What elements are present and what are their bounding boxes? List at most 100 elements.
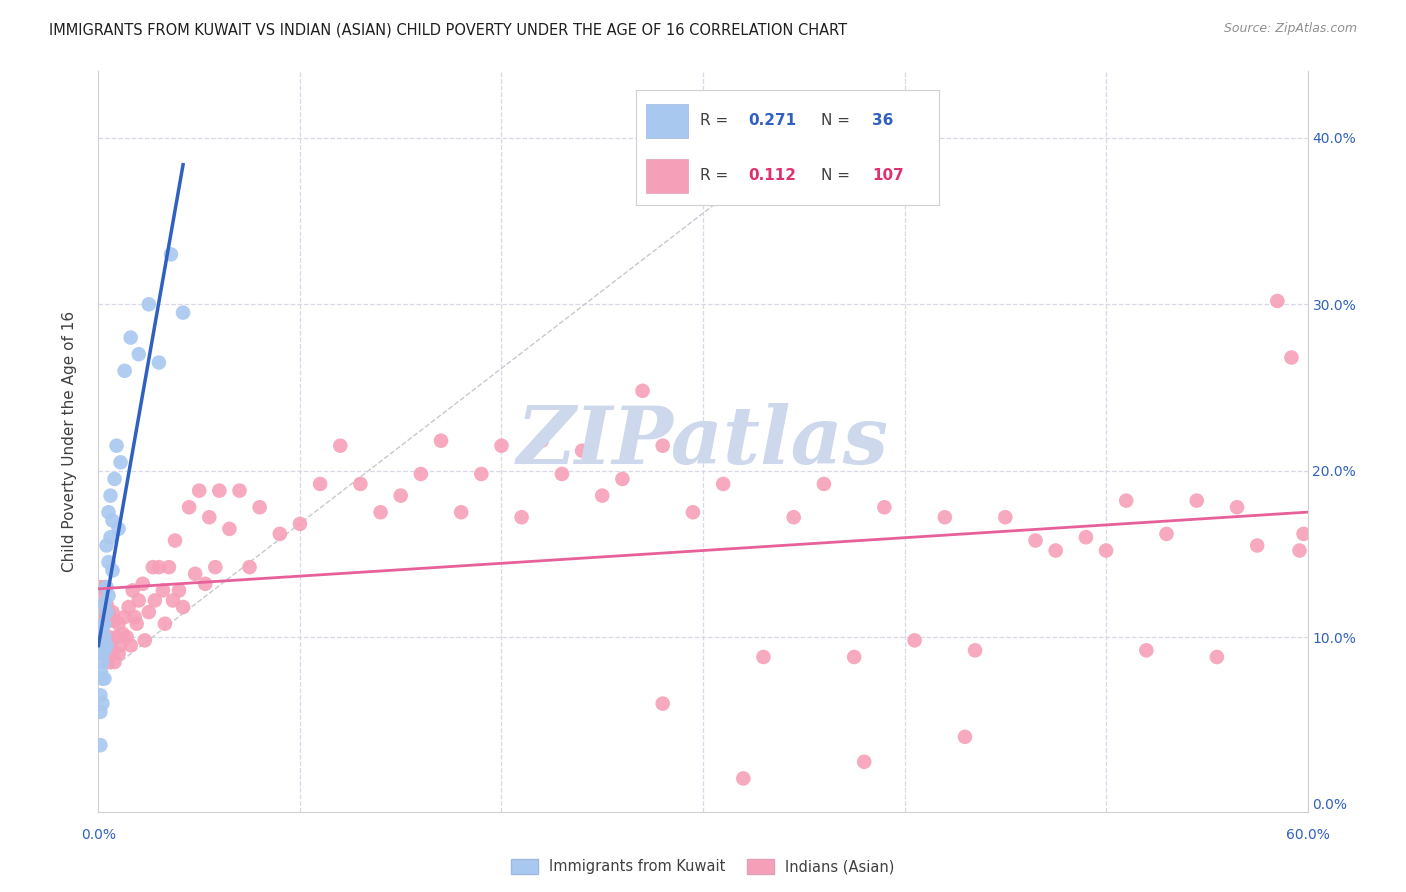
Point [873,500,896,515]
Point [370,505,392,519]
Point [93,630,115,644]
Point [711,477,734,491]
Point [100,530,122,544]
Point [651,697,673,711]
Point [208,483,231,498]
Point [101,514,124,528]
Point [148,560,170,574]
Text: Source: ZipAtlas.com: Source: ZipAtlas.com [1223,22,1357,36]
Point [103,655,125,669]
Point [96,638,118,652]
Point [1045,543,1067,558]
Point [103,614,125,628]
Point [101,564,124,578]
Point [101,605,124,619]
Point [138,297,160,311]
Point [93,605,115,619]
Point [120,638,142,652]
Point [96,605,118,619]
Point [204,560,226,574]
Point [994,510,1017,524]
Point [114,364,136,378]
Text: 60.0%: 60.0% [1285,828,1330,842]
Point [97,589,120,603]
Point [239,560,262,574]
Point [89,663,111,677]
Point [93,580,115,594]
Point [450,505,472,519]
Point [530,434,553,448]
Point [97,605,120,619]
Point [93,643,115,657]
Point [115,630,138,644]
Point [152,583,174,598]
Point [128,347,150,361]
Point [111,626,134,640]
Point [1135,643,1157,657]
Point [1095,543,1118,558]
Text: IMMIGRANTS FROM KUWAIT VS INDIAN (ASIAN) CHILD POVERTY UNDER THE AGE OF 16 CORRE: IMMIGRANTS FROM KUWAIT VS INDIAN (ASIAN)… [49,22,848,37]
Point [1288,543,1310,558]
Y-axis label: Child Poverty Under the Age of 16: Child Poverty Under the Age of 16 [62,311,77,572]
Point [89,705,111,719]
Point [651,439,673,453]
Point [631,384,654,398]
Point [844,650,866,665]
Point [110,638,132,652]
Point [105,630,128,644]
Point [184,566,207,581]
Point [167,583,190,598]
Point [198,510,221,524]
Point [93,638,115,652]
Point [172,600,194,615]
Point [1292,527,1315,541]
Point [114,610,136,624]
Point [409,467,432,481]
Point [218,522,240,536]
Point [107,616,129,631]
Point [752,650,775,665]
Point [1281,351,1303,365]
Point [904,633,927,648]
Point [101,647,124,661]
Point [153,616,176,631]
Text: 0.0%: 0.0% [82,828,115,842]
Point [853,755,876,769]
Point [163,533,186,548]
Point [269,527,291,541]
Point [470,467,492,481]
Point [105,439,128,453]
Point [91,655,114,669]
Point [965,643,987,657]
Point [124,610,146,624]
Point [249,500,271,515]
Point [110,455,132,469]
Point [228,483,250,498]
Point [143,593,166,607]
Point [120,330,142,344]
Point [551,467,574,481]
Point [1226,500,1249,515]
Point [953,730,976,744]
Point [288,516,311,531]
Point [329,439,352,453]
Point [1246,539,1268,553]
Point [162,593,184,607]
Point [783,510,806,524]
Point [157,560,180,574]
Point [91,614,114,628]
Point [172,305,194,319]
Point [813,477,835,491]
Point [430,434,453,448]
Point [100,614,122,628]
Point [96,539,118,553]
Point [118,600,141,615]
Point [934,510,956,524]
Point [309,477,332,491]
Point [91,647,114,661]
Point [1025,533,1047,548]
Point [179,500,201,515]
Point [96,580,118,594]
Point [148,355,170,369]
Point [491,439,513,453]
